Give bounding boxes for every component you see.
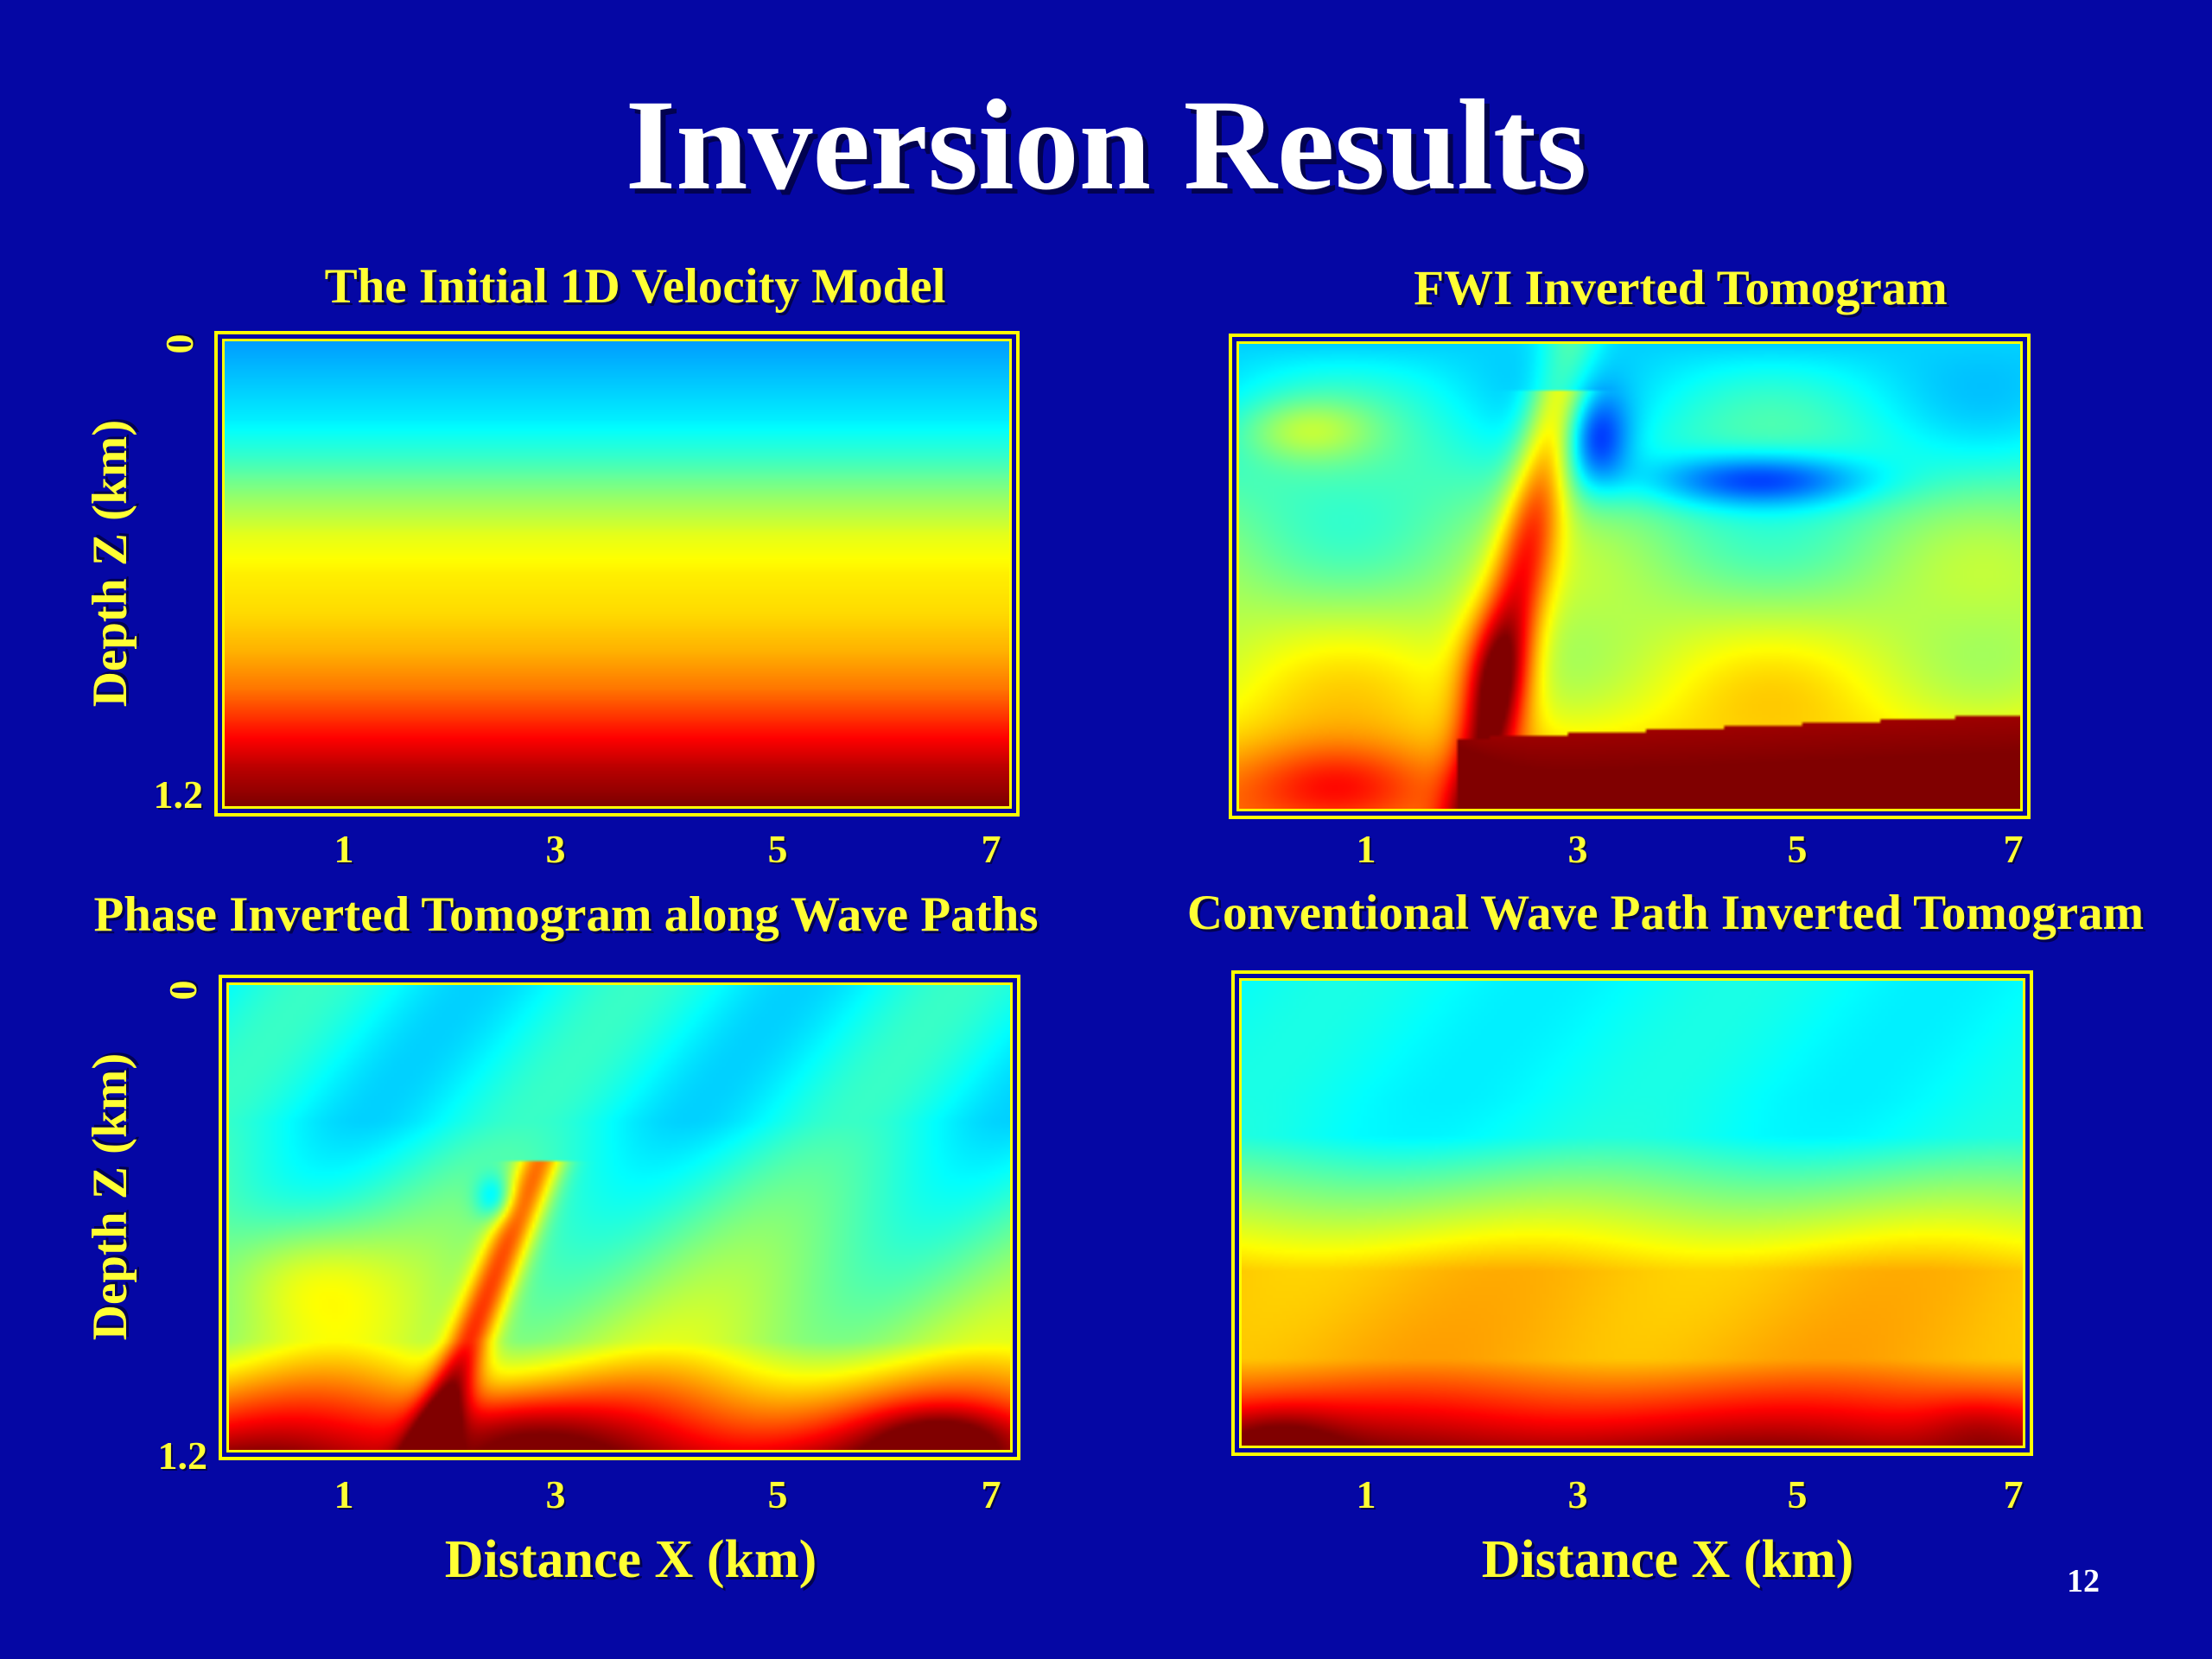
x-tick-3-p4: 3 <box>1567 1472 1588 1516</box>
slide-title: Inversion Results <box>625 73 1587 217</box>
panel-title-conventional: Conventional Wave Path Inverted Tomogram <box>1186 886 2145 940</box>
x-tick-3-p3: 3 <box>545 1472 566 1516</box>
y-tick-0-top: 0 <box>157 334 201 354</box>
heatmap-conventional <box>1242 981 2023 1446</box>
heatmap-initial-model <box>225 341 1009 806</box>
y-tick-0-bottom: 0 <box>161 980 205 1001</box>
plot-area-initial-model <box>222 339 1012 809</box>
x-tick-7-p2: 7 <box>2003 827 2024 871</box>
panel-title-phase-inverted: Phase Inverted Tomogram along Wave Paths <box>93 887 1039 942</box>
x-axis-label-left: Distance X (km) <box>444 1530 817 1589</box>
heatmap-fwi <box>1239 344 2020 809</box>
y-tick-1-2-top: 1.2 <box>153 772 204 817</box>
panel-title-initial-model: The Initial 1D Velocity Model <box>324 259 946 314</box>
x-tick-5-p4: 5 <box>1787 1472 1808 1516</box>
x-tick-3-p2: 3 <box>1567 827 1588 871</box>
heatmap-phase-inverted <box>229 985 1010 1450</box>
x-tick-3-p1: 3 <box>545 827 566 871</box>
x-axis-label-right: Distance X (km) <box>1481 1530 1854 1589</box>
x-tick-5-p3: 5 <box>767 1472 788 1516</box>
x-tick-1-p4: 1 <box>1356 1472 1376 1516</box>
plot-area-phase-inverted <box>226 982 1013 1452</box>
plot-area-fwi <box>1236 341 2023 811</box>
x-tick-1-p1: 1 <box>334 827 354 871</box>
x-tick-7-p1: 7 <box>981 827 1001 871</box>
y-tick-1-2-bottom: 1.2 <box>157 1433 208 1478</box>
x-tick-7-p3: 7 <box>981 1472 1001 1516</box>
x-tick-1-p2: 1 <box>1356 827 1376 871</box>
plot-conventional <box>1231 970 2033 1456</box>
x-tick-5-p1: 5 <box>767 827 788 871</box>
plot-area-conventional <box>1239 978 2025 1448</box>
x-tick-7-p4: 7 <box>2003 1472 2024 1516</box>
panel-title-fwi: FWI Inverted Tomogram <box>1414 261 1948 315</box>
page-number: 12 <box>2067 1563 2100 1599</box>
x-tick-5-p2: 5 <box>1787 827 1808 871</box>
y-axis-label-bottom: Depth Z (km) <box>83 1052 137 1341</box>
plot-initial-model <box>214 331 1020 817</box>
plot-phase-inverted <box>219 975 1020 1460</box>
y-axis-label-top: Depth Z (km) <box>83 419 137 708</box>
x-tick-1-p3: 1 <box>334 1472 354 1516</box>
plot-fwi <box>1229 334 2031 819</box>
